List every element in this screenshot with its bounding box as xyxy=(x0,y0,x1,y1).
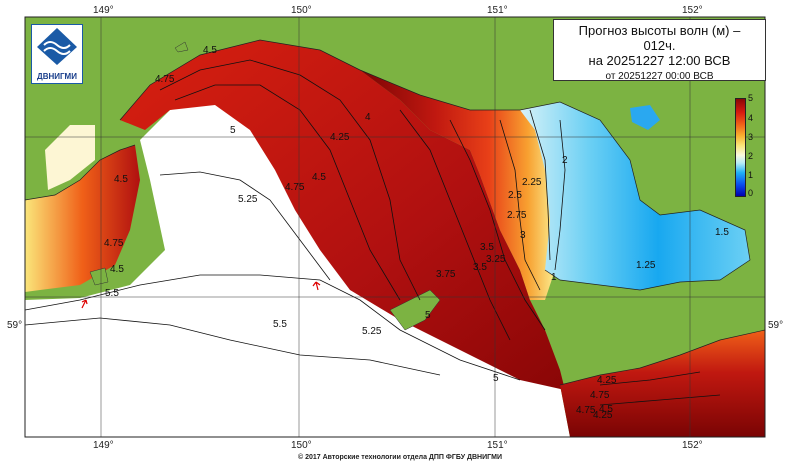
contour-label-group: 4.5 4.75 5 4.25 4 4.5 4.75 4.5 3.5 2 2.2… xyxy=(104,45,729,421)
lat-label-left: 59° xyxy=(7,320,23,331)
contour-label: 5.5 xyxy=(273,319,287,330)
logo-text: ДВНИГМИ xyxy=(37,72,77,81)
coastline xyxy=(24,39,766,386)
lon-label-bottom: 152° xyxy=(682,440,703,451)
contour-label: 4.5 xyxy=(203,45,217,56)
colorbar-label: 4 xyxy=(748,113,754,123)
contour-label: 4.75 xyxy=(590,390,610,401)
title-line2: 012ч. xyxy=(643,38,676,53)
title-line1: Прогноз высоты волн (м) – xyxy=(578,23,741,38)
colorbar-label: 5 xyxy=(748,93,754,103)
small-blue-patch xyxy=(630,105,660,130)
contour-label: 3 xyxy=(520,230,526,241)
se-wave-band xyxy=(560,330,765,437)
high-wave-band xyxy=(120,40,565,390)
contour-label: 3.5 xyxy=(480,242,494,253)
copyright-footer: © 2017 Авторские технологии отдела ДПП Ф… xyxy=(298,454,502,461)
contour-label: 5 xyxy=(425,310,431,321)
contour-label: 4.5 xyxy=(312,172,326,183)
contour-label: 3.25 xyxy=(486,254,506,265)
contour-lines xyxy=(24,59,721,406)
contour-label: 3.5 xyxy=(473,262,487,273)
wave-direction-arrow xyxy=(312,281,321,291)
nw-gulf-waves xyxy=(25,145,140,292)
map-frame xyxy=(24,16,766,438)
contour-label: 1.5 xyxy=(715,227,729,238)
colorbar-label: 1 xyxy=(748,170,754,180)
contour-label: 4.75 xyxy=(104,238,124,249)
lon-label-bottom: 151° xyxy=(487,440,508,451)
contour-label: 5 xyxy=(493,373,499,384)
contour-label: 5 xyxy=(230,125,236,136)
low-wave-bay xyxy=(520,102,750,290)
contour-label: 4 xyxy=(365,112,371,123)
contour-label: 2.25 xyxy=(522,177,542,188)
lon-label-top: 151° xyxy=(487,5,508,16)
graticule xyxy=(25,17,765,437)
contour-label: 4.5 xyxy=(599,404,613,415)
colorbar-label: 3 xyxy=(748,132,754,142)
contour-label: 4.25 xyxy=(330,132,350,143)
colorbar-label: 2 xyxy=(748,151,754,161)
lon-label-top: 150° xyxy=(291,5,312,16)
contour-label: 4.75 xyxy=(155,74,175,85)
lon-label-bottom: 149° xyxy=(93,440,114,451)
title-line3: на 20251227 12:00 ВСВ xyxy=(588,53,731,68)
island xyxy=(389,289,441,331)
lat-label-right: 59° xyxy=(768,320,784,331)
island-small xyxy=(89,267,109,286)
contour-label: 5.25 xyxy=(238,194,258,205)
contour-label: 4.75 xyxy=(576,405,596,416)
map-title-box: Прогноз высоты волн (м) – 012ч. на 20251… xyxy=(553,19,766,82)
contour-label: 1.25 xyxy=(636,260,656,271)
contour-label: 4.25 xyxy=(593,410,613,421)
contour-label: 5.5 xyxy=(105,288,119,299)
colorbar xyxy=(735,98,746,197)
contour-label: 4.5 xyxy=(114,174,128,185)
contour-label: 4.75 xyxy=(285,182,305,193)
contour-label: 5.25 xyxy=(362,326,382,337)
contour-label: 3.75 xyxy=(436,269,456,280)
contour-label: 2.75 xyxy=(507,210,527,221)
dvnigmi-logo: ДВНИГМИ xyxy=(31,24,83,84)
contour-label: 1 xyxy=(551,272,557,283)
lon-label-bottom: 150° xyxy=(291,440,312,451)
lon-label-top: 152° xyxy=(682,5,703,16)
title-line4: от 20251227 00:00 ВСВ xyxy=(605,71,714,82)
wave-logo-icon xyxy=(37,28,77,65)
calm-sea-area xyxy=(25,100,570,437)
contour-label: 2 xyxy=(562,155,568,166)
island-small xyxy=(174,41,189,53)
wave-direction-arrow xyxy=(81,299,88,309)
colorbar-label: 0 xyxy=(748,188,754,198)
contour-label: 4.5 xyxy=(110,264,124,275)
nw-inlet xyxy=(45,125,95,190)
contour-label: 4.25 xyxy=(597,375,617,386)
transition-zone xyxy=(360,70,575,300)
contour-label: 2.5 xyxy=(508,190,522,201)
lon-label-top: 149° xyxy=(93,5,114,16)
